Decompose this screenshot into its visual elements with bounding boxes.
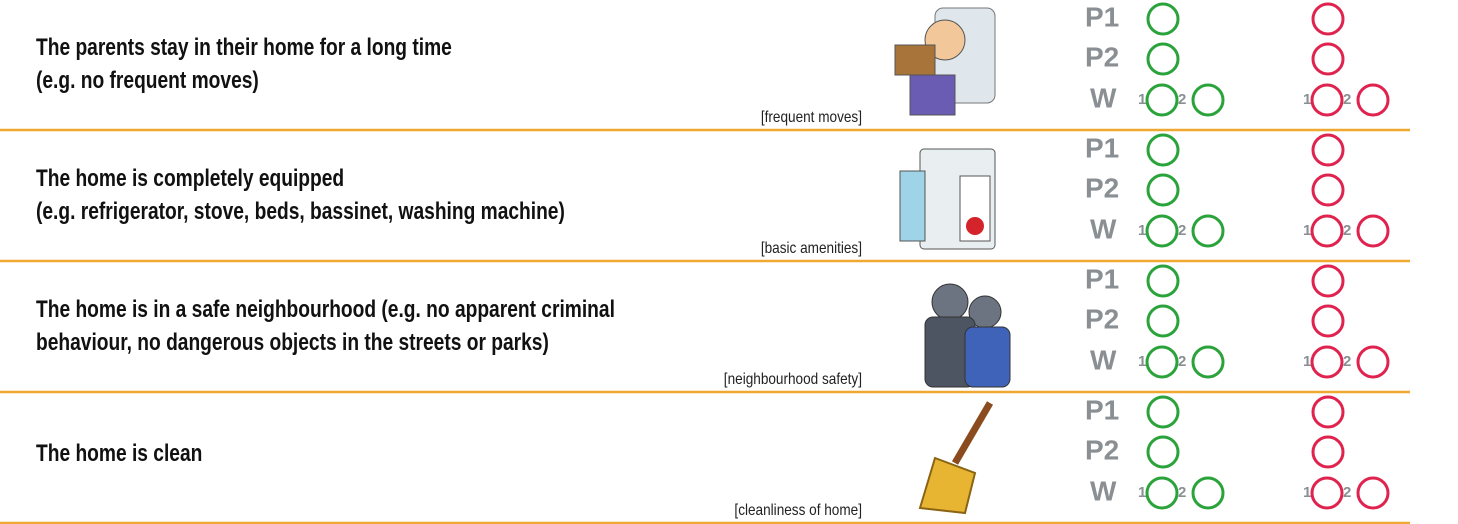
answer-circle[interactable] bbox=[1310, 83, 1344, 117]
label-p1: P1 bbox=[1085, 394, 1119, 425]
answer-circle[interactable] bbox=[1356, 214, 1390, 248]
statement-line: (e.g. no frequent moves) bbox=[36, 66, 259, 94]
answer-circle[interactable] bbox=[1311, 133, 1345, 167]
statement-line: The home is completely equipped bbox=[36, 164, 344, 192]
label-p2: P2 bbox=[1085, 172, 1119, 203]
answer-circle[interactable] bbox=[1311, 395, 1345, 429]
row: The home is completely equipped (e.g. ref… bbox=[0, 132, 1410, 263]
answer-circle[interactable] bbox=[1146, 304, 1180, 338]
answer-circle[interactable] bbox=[1356, 345, 1390, 379]
label-one: 1 bbox=[1138, 91, 1146, 108]
tag: [frequent moves] bbox=[761, 109, 862, 126]
label-two: 2 bbox=[1178, 353, 1186, 370]
label-w: W bbox=[1090, 344, 1117, 375]
answer-circle[interactable] bbox=[1191, 214, 1225, 248]
statement-line: (e.g. refrigerator, stove, beds, bassine… bbox=[36, 197, 565, 225]
label-two: 2 bbox=[1343, 484, 1351, 501]
label-one: 1 bbox=[1303, 222, 1311, 239]
tag: [cleanliness of home] bbox=[734, 502, 862, 519]
label-two: 2 bbox=[1343, 222, 1351, 239]
icon-shape bbox=[931, 283, 969, 321]
label-p1: P1 bbox=[1085, 132, 1119, 163]
answer-circle[interactable] bbox=[1310, 214, 1344, 248]
statement-line: The home is in a safe neighbourhood (e.g… bbox=[36, 295, 615, 323]
answer-circle[interactable] bbox=[1311, 435, 1345, 469]
answer-circle[interactable] bbox=[1311, 173, 1345, 207]
answer-circle[interactable] bbox=[1146, 133, 1180, 167]
answer-circle[interactable] bbox=[1356, 476, 1390, 510]
answer-circle[interactable] bbox=[1311, 264, 1345, 298]
statement-line: The parents stay in their home for a lon… bbox=[36, 33, 452, 61]
answer-circle[interactable] bbox=[1191, 345, 1225, 379]
label-w: W bbox=[1090, 82, 1117, 113]
icon-shape bbox=[951, 401, 994, 465]
answer-circle[interactable] bbox=[1146, 2, 1180, 36]
answer-circle[interactable] bbox=[1191, 476, 1225, 510]
statement-line: behaviour, no dangerous objects in the s… bbox=[36, 328, 549, 356]
answer-circle[interactable] bbox=[1146, 42, 1180, 76]
answer-circle[interactable] bbox=[1311, 2, 1345, 36]
answer-circle[interactable] bbox=[1145, 214, 1179, 248]
statement-line: The home is clean bbox=[36, 439, 202, 467]
label-p2: P2 bbox=[1085, 303, 1119, 334]
label-w: W bbox=[1090, 213, 1117, 244]
icon-shape bbox=[918, 456, 977, 515]
icon-shape bbox=[894, 44, 936, 76]
row: The home is in a safe neighbourhood (e.g… bbox=[0, 263, 1410, 394]
label-two: 2 bbox=[1343, 353, 1351, 370]
label-one: 1 bbox=[1303, 91, 1311, 108]
answer-circle[interactable] bbox=[1146, 435, 1180, 469]
label-w: W bbox=[1090, 475, 1117, 506]
label-two: 2 bbox=[1178, 484, 1186, 501]
answer-circle[interactable] bbox=[1356, 83, 1390, 117]
answer-circle[interactable] bbox=[1310, 476, 1344, 510]
answer-circle[interactable] bbox=[1191, 83, 1225, 117]
answer-circle[interactable] bbox=[1145, 83, 1179, 117]
label-p1: P1 bbox=[1085, 263, 1119, 294]
answer-circle[interactable] bbox=[1310, 345, 1344, 379]
label-p1: P1 bbox=[1085, 1, 1119, 32]
answer-circle[interactable] bbox=[1145, 476, 1179, 510]
label-one: 1 bbox=[1303, 484, 1311, 501]
icon-shape bbox=[966, 217, 984, 235]
row: The home is clean [cleanliness of home] P1… bbox=[0, 394, 1410, 524]
tag: [basic amenities] bbox=[761, 240, 862, 257]
icon-shape bbox=[899, 170, 926, 242]
answer-circle[interactable] bbox=[1311, 304, 1345, 338]
label-one: 1 bbox=[1303, 353, 1311, 370]
icon-shape bbox=[964, 326, 1011, 388]
label-p2: P2 bbox=[1085, 41, 1119, 72]
answer-circle[interactable] bbox=[1146, 173, 1180, 207]
answer-circle[interactable] bbox=[1146, 264, 1180, 298]
answer-circle[interactable] bbox=[1145, 345, 1179, 379]
label-two: 2 bbox=[1343, 91, 1351, 108]
label-one: 1 bbox=[1138, 222, 1146, 239]
answer-circle[interactable] bbox=[1146, 395, 1180, 429]
row: The parents stay in their home for a lon… bbox=[0, 1, 1410, 132]
label-p2: P2 bbox=[1085, 434, 1119, 465]
answer-circle[interactable] bbox=[1311, 42, 1345, 76]
label-two: 2 bbox=[1178, 222, 1186, 239]
icon-shape bbox=[909, 74, 956, 116]
label-one: 1 bbox=[1138, 353, 1146, 370]
label-two: 2 bbox=[1178, 91, 1186, 108]
tag: [neighbourhood safety] bbox=[724, 371, 862, 388]
label-one: 1 bbox=[1138, 484, 1146, 501]
